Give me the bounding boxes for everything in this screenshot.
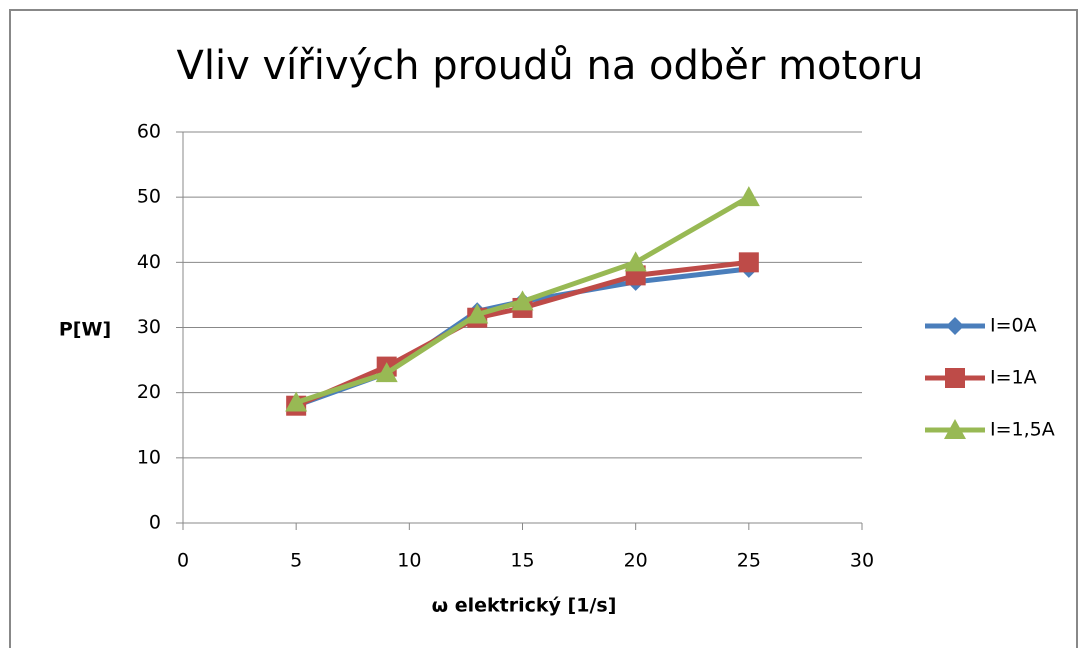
- y-tick-label: 50: [137, 186, 161, 208]
- series-line: [295, 195, 751, 405]
- data-point: [511, 290, 534, 311]
- data-point: [285, 391, 308, 412]
- x-tick-label: 20: [624, 550, 648, 572]
- y-tick-label: 40: [137, 251, 161, 273]
- x-tick-label: 0: [177, 550, 189, 572]
- chart-title: Vliv vířivých proudů na odběr motoru: [177, 43, 924, 89]
- data-point: [466, 303, 489, 324]
- chart-frame: [9, 9, 1078, 648]
- y-tick-label: 20: [137, 381, 161, 403]
- legend-label: I=1A: [990, 367, 1037, 389]
- x-tick-label: 15: [510, 550, 534, 572]
- x-tick-label: 5: [290, 550, 302, 572]
- data-point: [738, 252, 759, 273]
- x-tick-label: 25: [737, 550, 761, 572]
- legend-label: I=0A: [990, 315, 1037, 337]
- legend-marker: [946, 317, 964, 335]
- data-point: [624, 251, 647, 272]
- series-line: [295, 259, 750, 408]
- data-point: [375, 362, 398, 383]
- y-axis-label: P[W]: [59, 319, 111, 341]
- y-tick-label: 0: [149, 512, 161, 534]
- legend-marker: [944, 419, 966, 439]
- legend-marker: [945, 368, 965, 388]
- x-tick-label: 30: [850, 550, 874, 572]
- y-tick-label: 10: [137, 446, 161, 468]
- legend-label: I=1,5A: [990, 419, 1055, 441]
- x-tick-label: 10: [397, 550, 421, 572]
- y-tick-label: 30: [137, 316, 161, 338]
- data-point: [737, 186, 760, 207]
- y-tick-label: 60: [137, 121, 161, 143]
- x-axis-label: ω elektrický [1/s]: [432, 595, 617, 617]
